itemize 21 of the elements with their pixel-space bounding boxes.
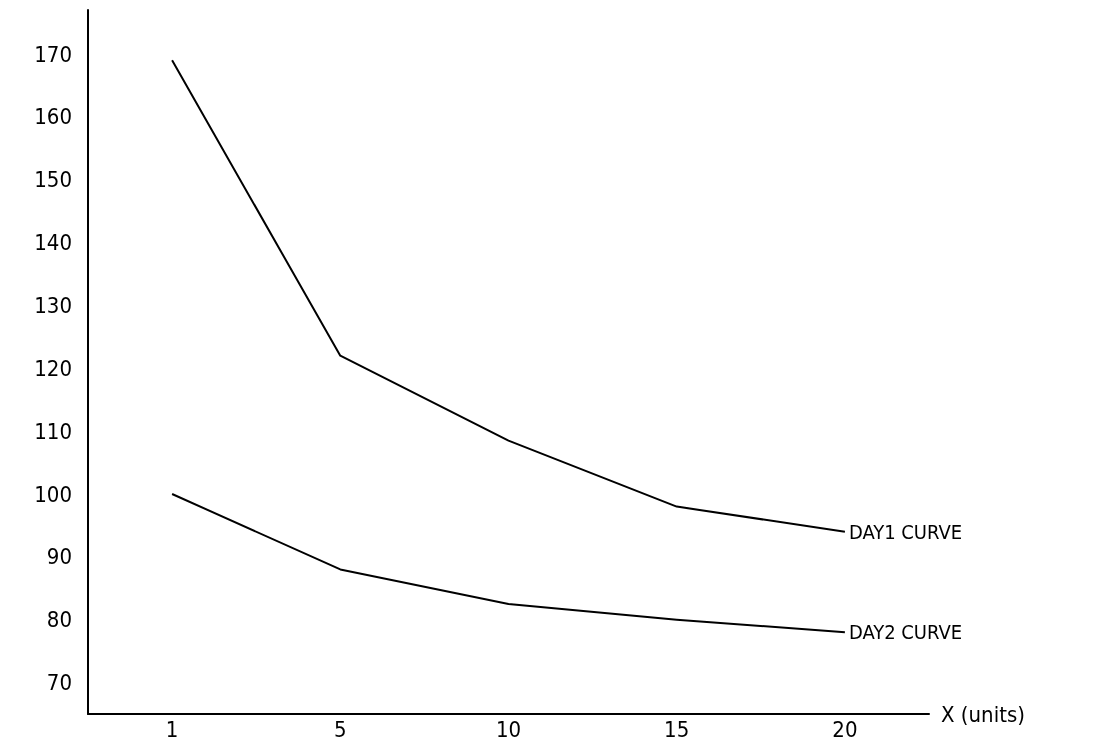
y-tick-label: 100 — [34, 481, 72, 507]
y-tick-label: 160 — [34, 104, 72, 130]
y-tick-label: 110 — [34, 418, 72, 444]
x-tick-label: 1 — [165, 716, 179, 742]
line-series — [171, 59, 846, 533]
y-tick-label: 70 — [46, 670, 72, 696]
y-tick-label: 130 — [34, 292, 72, 318]
y-tick-label: 90 — [46, 544, 72, 570]
x-tick-label: 10 — [495, 716, 522, 742]
y-tick-label: 140 — [34, 230, 72, 256]
y-tick-label: 150 — [34, 167, 72, 193]
x-tick-label: 15 — [664, 716, 690, 742]
y-tick-label: 170 — [34, 41, 72, 67]
x-tick-label: 5 — [334, 716, 347, 742]
series-label: DAY2 CURVE — [848, 620, 963, 645]
x-tick-label: 20 — [832, 716, 858, 742]
y-tick-label: 120 — [34, 355, 72, 381]
series-label: DAY1 CURVE — [848, 519, 963, 544]
line-series — [171, 493, 846, 634]
x-axis-title: X (units) — [941, 701, 1025, 727]
y-tick-label: 80 — [46, 607, 72, 633]
